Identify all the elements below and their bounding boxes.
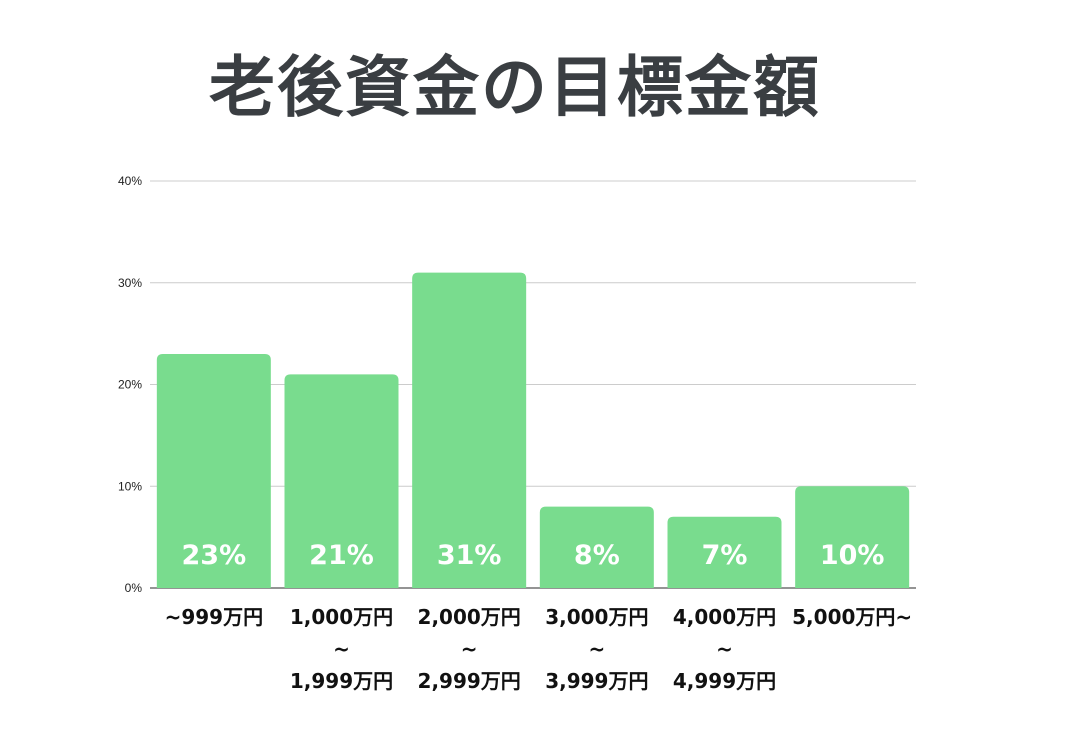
x-category-label: 4,000万円 xyxy=(673,605,776,629)
bar xyxy=(667,516,782,588)
chart-title: 老後資金の目標金額 xyxy=(209,49,821,126)
x-category-label: 3,999万円 xyxy=(545,669,648,693)
data-label: 31% xyxy=(437,540,502,571)
x-category-label: 3,000万円 xyxy=(545,605,648,629)
x-category-label: 2,000万円 xyxy=(418,605,521,629)
data-label: 23% xyxy=(182,540,247,571)
y-tick-label: 0% xyxy=(125,581,143,595)
bar xyxy=(795,486,910,588)
x-category-label: 2,999万円 xyxy=(418,669,521,693)
y-tick-label: 30% xyxy=(118,276,142,290)
x-category-label: 4,999万円 xyxy=(673,669,776,693)
data-label: 8% xyxy=(574,540,620,571)
bars xyxy=(156,272,910,588)
x-category-label: ~ xyxy=(716,637,733,661)
bar xyxy=(539,506,654,588)
y-tick-label: 40% xyxy=(118,174,142,188)
gridlines xyxy=(150,180,916,589)
x-axis-categories: ~999万円 1,000万円 ~1,999万円 2,000万円 ~2,999万円 3,00… xyxy=(165,605,913,693)
bar xyxy=(284,374,399,588)
bar xyxy=(156,353,271,588)
y-tick-label: 20% xyxy=(118,378,142,392)
x-category-label: 1,999万円 xyxy=(290,669,393,693)
x-category-label: 1,000万円 xyxy=(290,605,393,629)
data-label: 21% xyxy=(309,540,374,571)
data-label: 7% xyxy=(702,540,748,571)
x-category-label: ~999万円 xyxy=(165,605,264,629)
x-category-label: ~ xyxy=(333,637,350,661)
x-category-label: ~ xyxy=(461,637,478,661)
data-label: 10% xyxy=(820,540,885,571)
x-category-label: 5,000万円~ xyxy=(792,605,912,629)
bar xyxy=(412,272,527,588)
x-category-label: ~ xyxy=(588,637,605,661)
y-axis-ticks: 0% 10% 20% 30% 40% xyxy=(118,174,142,595)
y-tick-label: 10% xyxy=(118,479,142,493)
data-labels: 23% 21% 31% 8% 7% 10% xyxy=(182,540,885,571)
